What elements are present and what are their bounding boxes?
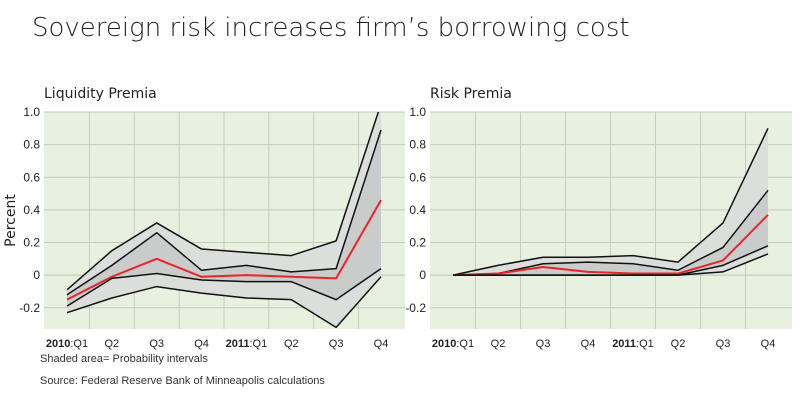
x-tick-label: Q4 xyxy=(581,338,596,350)
x-tick-quarter: :Q1 xyxy=(636,338,654,350)
plot-content xyxy=(452,127,769,277)
series-line-outer-lower xyxy=(66,276,382,329)
x-tick-label: 2010:Q1 xyxy=(432,338,474,350)
footnote: Shaded area= Probability intervals xyxy=(40,353,208,365)
y-tick-label: -0.2 xyxy=(19,301,40,315)
y-tick-label: 1.0 xyxy=(23,105,40,119)
x-tick-quarter: :Q1 xyxy=(70,338,88,350)
series-line-median xyxy=(452,214,769,277)
series-line-outer-upper xyxy=(452,127,769,276)
y-tick-label: 0.2 xyxy=(23,236,40,250)
x-tick-label: Q3 xyxy=(536,338,551,350)
y-axis-label: Percent xyxy=(3,194,19,247)
series-line-median xyxy=(66,199,382,301)
y-tick-label: 0.6 xyxy=(23,170,40,184)
x-tick-year: 2011 xyxy=(226,338,250,350)
x-tick-label: Q2 xyxy=(284,338,299,350)
y-tick-label: 1.0 xyxy=(409,105,426,119)
x-tick-quarter: :Q1 xyxy=(249,338,267,350)
plot-content xyxy=(66,112,382,329)
series-line-outer-upper xyxy=(66,112,380,291)
panel-title: Risk Premia xyxy=(430,86,512,102)
x-tick-quarter: :Q1 xyxy=(456,338,474,350)
x-tick-year: 2010 xyxy=(432,338,456,350)
series-line-inner-lower xyxy=(66,268,382,307)
y-tick-label: 0.4 xyxy=(23,203,40,217)
x-tick-year: 2010 xyxy=(46,338,70,350)
inner-probability-band xyxy=(67,129,381,307)
x-tick-label: 2011:Q1 xyxy=(612,338,654,350)
source-note: Source: Federal Reserve Bank of Minneapo… xyxy=(40,375,325,387)
x-tick-label: Q3 xyxy=(716,338,731,350)
y-tick-label: 0.8 xyxy=(23,138,40,152)
y-tick-label: 0 xyxy=(33,268,40,282)
x-tick-label: Q4 xyxy=(761,338,776,350)
x-tick-label: Q2 xyxy=(105,338,120,350)
outer-probability-band xyxy=(453,128,768,276)
y-tick-label: -0.2 xyxy=(405,301,426,315)
y-tick-label: 0.2 xyxy=(409,236,426,250)
x-tick-label: Q2 xyxy=(491,338,506,350)
x-tick-label: Q4 xyxy=(194,338,209,350)
y-tick-label: 0 xyxy=(419,268,426,282)
x-tick-year: 2011 xyxy=(612,338,636,350)
x-tick-label: Q4 xyxy=(374,338,389,350)
x-tick-label: Q3 xyxy=(329,338,344,350)
y-tick-label: 0.6 xyxy=(409,170,426,184)
series-line-outer-lower xyxy=(453,253,769,276)
x-tick-label: 2011:Q1 xyxy=(226,338,268,350)
x-tick-label: Q2 xyxy=(671,338,686,350)
series-line-inner-upper xyxy=(66,129,382,296)
x-tick-label: Q3 xyxy=(149,338,164,350)
y-tick-label: 0.4 xyxy=(409,203,426,217)
figure-title: Sovereign risk increases firm’s borrowin… xyxy=(32,13,630,43)
panel-title: Liquidity Premia xyxy=(44,86,157,102)
x-tick-label: 2010:Q1 xyxy=(46,338,88,350)
y-tick-label: 0.8 xyxy=(409,138,426,152)
